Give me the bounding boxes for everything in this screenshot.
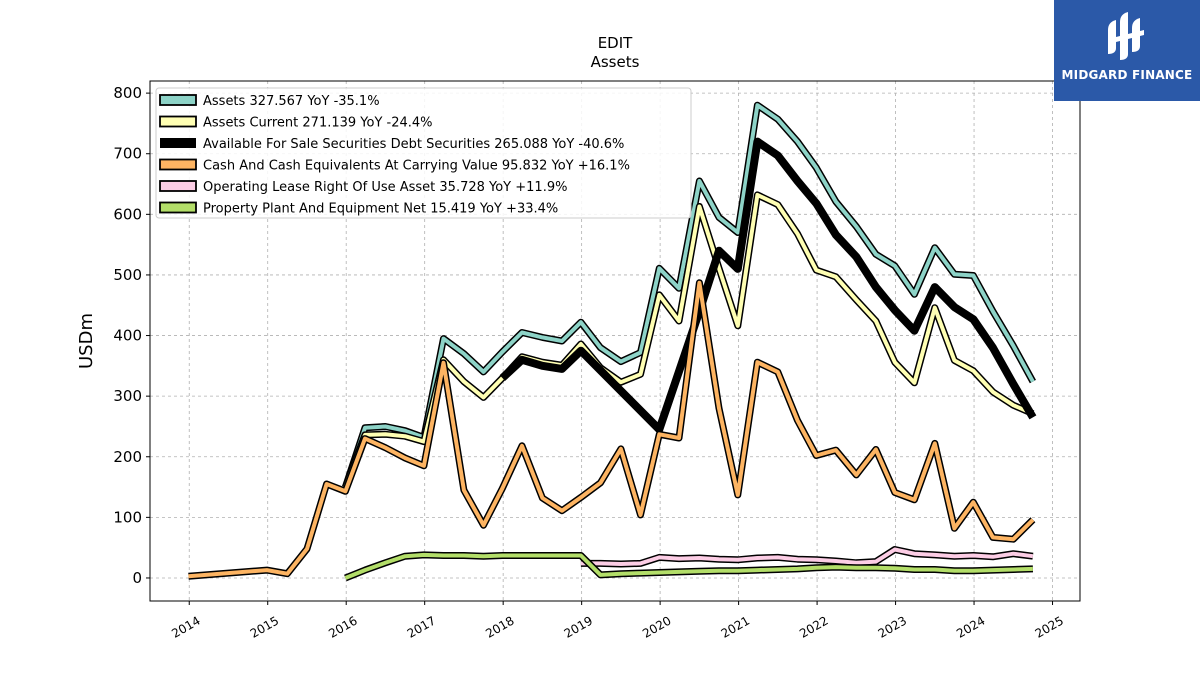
x-tick-label: 2016	[326, 613, 359, 640]
y-tick-label: 300	[113, 387, 142, 405]
series-3	[188, 279, 1036, 580]
series-line	[188, 280, 1035, 579]
x-tick-label: 2014	[169, 613, 202, 640]
x-tick-label: 2020	[640, 613, 673, 640]
legend-swatch	[159, 94, 197, 106]
x-tick-label: 2024	[954, 613, 987, 640]
brand-name: MIDGARD FINANCE	[1061, 68, 1193, 82]
x-tick-label: 2017	[405, 613, 438, 640]
y-tick-label: 600	[113, 205, 142, 223]
series-line	[343, 103, 1035, 488]
series-line	[343, 192, 1034, 488]
y-tick-label: 400	[113, 327, 142, 345]
legend-label: Cash And Cash Equivalents At Carrying Va…	[203, 159, 630, 174]
y-tick-label: 200	[113, 448, 142, 466]
midgard-logo-icon	[1108, 12, 1144, 60]
series-line	[580, 547, 1034, 566]
series-4	[580, 546, 1034, 568]
legend-label: Assets 327.567 YoY -35.1%	[203, 94, 380, 109]
x-tick-label: 2015	[248, 613, 281, 640]
series-layer	[188, 101, 1037, 582]
series-line	[344, 552, 1033, 580]
legend-swatch	[159, 201, 197, 214]
x-tick-label: 2025	[1033, 613, 1066, 640]
x-tick-label: 2019	[562, 613, 595, 640]
y-tick-label: 0	[132, 569, 142, 587]
y-tick-label: 700	[113, 145, 142, 163]
legend-box	[155, 87, 692, 219]
legend-swatch	[159, 180, 197, 192]
legend-label: Property Plant And Equipment Net 15.419 …	[203, 202, 558, 217]
legend-swatch	[160, 138, 196, 148]
chart-subtitle: Assets	[591, 53, 640, 71]
legend-swatch	[159, 158, 197, 171]
legend-label: Assets Current 271.139 YoY -24.4%	[203, 116, 433, 131]
x-tick-label: 2023	[876, 613, 909, 640]
series-0	[342, 101, 1036, 489]
x-tick-label: 2018	[483, 613, 516, 640]
legend-swatch	[159, 115, 197, 128]
x-tick-label: 2022	[797, 613, 830, 640]
plot-frame	[149, 80, 1081, 602]
legend: Assets 327.567 YoY -35.1% Assets Current …	[155, 87, 692, 219]
legend-label: Operating Lease Right Of Use Asset 35.72…	[203, 180, 567, 195]
series-2	[499, 137, 1037, 434]
chart-title: EDIT	[598, 34, 633, 52]
series-1	[342, 191, 1035, 489]
y-tick-label: 500	[113, 266, 142, 284]
y-tick-label: 800	[113, 84, 142, 102]
series-5	[344, 551, 1034, 582]
y-axis-label: USDm	[76, 313, 97, 369]
x-tick-label: 2021	[719, 613, 752, 640]
legend-label: Available For Sale Securities Debt Secur…	[203, 137, 624, 152]
y-tick-label: 100	[113, 508, 142, 526]
brand-logo: MIDGARD FINANCE	[1054, 0, 1200, 101]
series-line	[499, 137, 1037, 434]
